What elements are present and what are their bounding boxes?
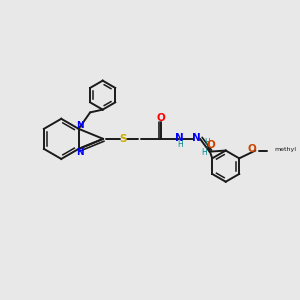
Text: O: O bbox=[157, 113, 166, 123]
Text: O: O bbox=[207, 140, 216, 150]
Text: O: O bbox=[248, 144, 256, 154]
Text: H: H bbox=[204, 138, 209, 147]
Text: S: S bbox=[119, 134, 127, 144]
Text: N: N bbox=[192, 133, 201, 143]
Text: N: N bbox=[175, 133, 184, 143]
Text: H: H bbox=[177, 140, 183, 149]
Text: N: N bbox=[76, 148, 84, 157]
Text: H: H bbox=[202, 148, 207, 157]
Text: methyl: methyl bbox=[275, 148, 297, 152]
Text: N: N bbox=[76, 121, 84, 130]
